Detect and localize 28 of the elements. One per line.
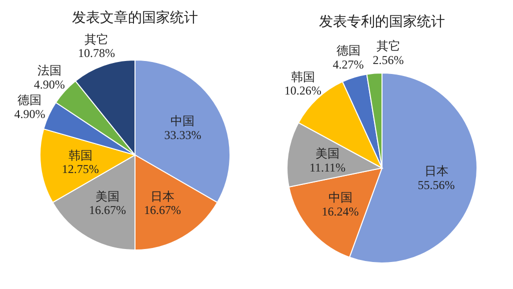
chart-title: 发表专利的国家统计: [319, 14, 445, 30]
slice-label: 德国: [336, 44, 360, 58]
data-label: 16.67%: [144, 203, 182, 218]
slice-label: 其它: [376, 39, 400, 54]
slice-label: 美国: [95, 189, 120, 204]
slice-label: 中国: [170, 114, 195, 128]
slice-label: 其它: [84, 32, 108, 46]
data-label: 16.67%: [88, 203, 126, 218]
slice-label: 中国: [328, 190, 352, 205]
slice-label: 美国: [316, 146, 340, 160]
slice-label: 韩国: [68, 148, 92, 162]
slice-label: 法国: [37, 63, 62, 78]
data-label: 12.75%: [62, 162, 99, 176]
data-label: 10.26%: [284, 84, 322, 98]
data-label: 4.90%: [34, 77, 65, 92]
data-label: 16.24%: [322, 204, 359, 218]
data-label: 2.56%: [372, 52, 404, 67]
data-label: 4.90%: [14, 106, 46, 121]
chart-title: 发表文章的国家统计: [72, 10, 198, 26]
slice-label: 韩国: [290, 70, 315, 84]
data-label: 10.78%: [78, 46, 115, 60]
data-label: 4.27%: [332, 58, 364, 72]
data-label: 33.33%: [164, 128, 202, 142]
slice-label: 德国: [18, 93, 42, 108]
slice-label: 日本: [424, 164, 448, 178]
slice-label: 日本: [150, 189, 175, 204]
data-label: 55.56%: [418, 178, 455, 192]
data-label: 11.11%: [309, 160, 346, 174]
